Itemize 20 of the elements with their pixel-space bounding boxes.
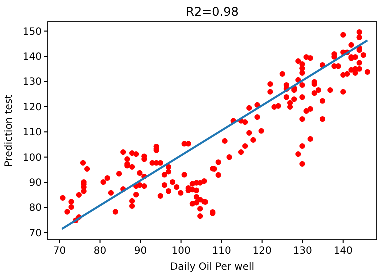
x-tick-label: 110 [212, 246, 232, 257]
x-tick-label: 120 [252, 246, 272, 257]
x-axis-title: Daily Oil Per well [170, 262, 255, 273]
x-tick-label: 70 [53, 246, 66, 257]
x-tick-label: 140 [334, 246, 353, 257]
y-tick-label: 140 [22, 52, 42, 64]
x-tick-label: 130 [293, 246, 312, 257]
x-tick-label: 100 [172, 246, 191, 257]
y-tick-label: 80 [29, 203, 42, 214]
y-tick-label: 70 [29, 228, 42, 240]
y-tick-label: 150 [22, 26, 42, 38]
x-tick-label: 90 [134, 246, 148, 257]
y-axis-title: Prediction test [4, 94, 15, 168]
chart-title: R2=0.98 [186, 5, 239, 19]
y-tick-label: 130 [22, 77, 42, 88]
y-tick-label: 100 [22, 152, 42, 164]
y-tick-label: 90 [29, 178, 42, 190]
y-tick-label: 120 [22, 102, 42, 114]
x-tick-label: 80 [94, 246, 107, 257]
y-tick-label: 110 [22, 128, 42, 139]
